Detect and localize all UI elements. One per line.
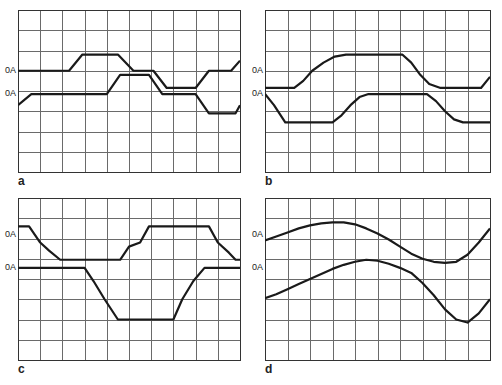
plot-frame [266,199,491,361]
grid-line [18,152,240,153]
grid-line [18,30,240,31]
grid-line [18,239,240,240]
grid-line [265,111,490,112]
grid-line [18,51,240,52]
zero-label: 0A [252,262,263,272]
traces [18,55,240,114]
grid-line [18,340,240,341]
grid-line [265,299,490,300]
panel: 0A 0A d [252,198,491,376]
traces [18,226,240,319]
panel: 0A 0A b [252,10,491,188]
plot-frame [19,11,241,173]
grid-line [18,218,240,219]
grid-line [265,218,490,219]
plot-frame [266,11,491,173]
grid-line [265,152,490,153]
grid-line [265,279,490,280]
grid-line [265,239,490,240]
background [0,0,502,385]
zero-label: 0A [5,229,16,239]
grid-line [265,91,490,92]
grid-line [265,340,490,341]
figure: 0A 0A a 0A 0A b 0A 0A c 0A 0A d [0,0,502,385]
trace [18,226,240,259]
grid-line [265,51,490,52]
grid-line [18,259,240,260]
grid-line [265,30,490,31]
trace [265,260,490,323]
zero-label: 0A [252,88,263,98]
traces [265,222,490,322]
zero-label: 0A [5,88,16,98]
grid-line [18,132,240,133]
grid-line [18,299,240,300]
grid-line [18,91,240,92]
grid-line [265,71,490,72]
zero-label: 0A [252,65,263,75]
panel: 0A 0A a [5,10,241,188]
zero-label: 0A [5,262,16,272]
grid-line [265,132,490,133]
panel-label: c [18,362,25,376]
zero-label: 0A [5,65,16,75]
trace [265,94,490,122]
trace [18,268,240,320]
panel: 0A 0A c [5,198,241,376]
grid-line [18,279,240,280]
panel-label: b [265,174,272,188]
panel-label: a [18,174,25,188]
trace [265,55,490,88]
trace [18,75,240,113]
plot-frame [19,199,241,361]
traces [265,55,490,123]
trace [18,55,240,88]
trace [265,222,490,262]
zero-label: 0A [252,229,263,239]
panel-label: d [265,362,272,376]
